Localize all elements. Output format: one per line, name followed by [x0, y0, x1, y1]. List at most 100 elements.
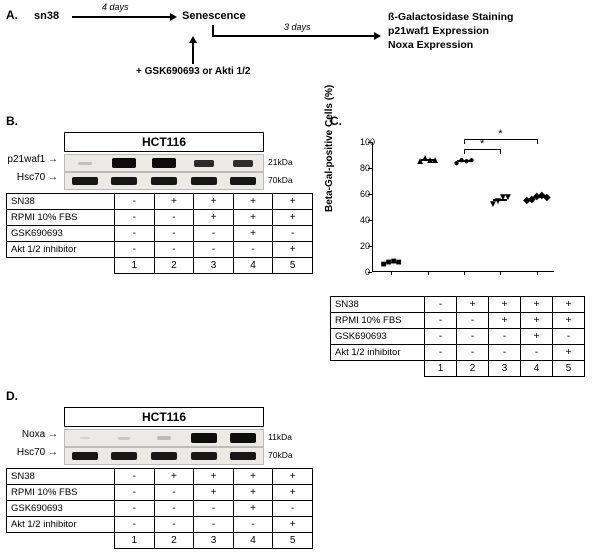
arrow-icon: →: [48, 154, 58, 165]
condition-cell: +: [273, 485, 313, 501]
condition-row-label: SN38: [331, 297, 425, 313]
condition-cell: +: [273, 469, 313, 485]
gel-band: [152, 158, 176, 168]
gel-lane: [105, 430, 145, 446]
condition-row-label: Akt 1/2 inhibitor: [7, 242, 115, 258]
condition-cell: -: [233, 242, 273, 258]
condition-cell: -: [457, 345, 489, 361]
mw-label: 11kDa: [268, 429, 302, 442]
condition-cell: +: [194, 485, 234, 501]
xtick-mark: [537, 271, 538, 275]
condition-cell: -: [489, 329, 521, 345]
condition-cell: -: [194, 501, 234, 517]
condition-cell: -: [115, 517, 155, 533]
lane-number: 4: [233, 533, 273, 549]
ytick-mark: [368, 194, 372, 195]
condition-cell: -: [425, 329, 457, 345]
data-point: ●: [468, 156, 474, 166]
condition-cell: -: [425, 297, 457, 313]
condition-row-label: Akt 1/2 inhibitor: [7, 517, 115, 533]
ytick-mark: [368, 142, 372, 143]
condition-cell: -: [115, 210, 155, 226]
condition-cell: +: [553, 297, 585, 313]
arrow-icon: →: [48, 172, 58, 183]
lane-number: 4: [233, 258, 273, 274]
readout-3: Noxa Expression: [388, 38, 513, 52]
gel-lane: [184, 430, 224, 446]
sig-tick: [537, 139, 538, 144]
panel-d-title: HCT116: [64, 407, 264, 427]
condition-cell: +: [553, 313, 585, 329]
condition-cell: +: [457, 297, 489, 313]
condition-cell: -: [154, 517, 194, 533]
experiment-diagram: sn38 4 days Senescence 3 days + GSK69069…: [34, 8, 574, 88]
arrow-up-head: [189, 36, 197, 43]
gel-band: [191, 433, 217, 443]
panel-b-gels: p21waf1 →21kDaHsc70 →70kDa: [6, 154, 316, 190]
condition-cell: -: [273, 501, 313, 517]
condition-cell: +: [233, 194, 273, 210]
perturb-label: + GSK690693 or Akti 1/2: [136, 66, 250, 77]
data-point: ■: [396, 258, 402, 268]
lane-number: 5: [553, 361, 585, 377]
gel-band: [78, 162, 92, 165]
condition-cell: +: [233, 226, 273, 242]
node-senescence: Senescence: [182, 10, 246, 22]
node-sn38: sn38: [34, 10, 59, 22]
gel-band: [191, 177, 217, 185]
ytick-mark: [368, 272, 372, 273]
panel-d: D. HCT116 Noxa →11kDaHsc70 →70kDa SN38-+…: [6, 389, 316, 549]
ytick-mark: [368, 220, 372, 221]
condition-cell: -: [553, 329, 585, 345]
mw-label: 21kDa: [268, 154, 302, 167]
panel-b-label: B.: [6, 114, 316, 128]
arrow-2-drop: [212, 25, 214, 35]
blot-label: Noxa →: [6, 429, 60, 440]
gel-band: [151, 452, 177, 460]
gel-band: [157, 436, 171, 440]
gel-row: [64, 447, 264, 465]
xtick-mark: [464, 271, 465, 275]
gel-lane: [65, 155, 105, 171]
condition-cell: +: [154, 469, 194, 485]
condition-cell: -: [115, 242, 155, 258]
gel-lane: [65, 173, 105, 189]
condition-cell: -: [115, 226, 155, 242]
panel-a-label: A.: [6, 8, 24, 22]
arrow-2-label: 3 days: [284, 22, 311, 32]
condition-row-label: GSK690693: [7, 226, 115, 242]
lane-number: 1: [115, 258, 155, 274]
gel-lane: [223, 448, 263, 464]
gel-row: [64, 172, 264, 190]
gel-band: [111, 177, 137, 185]
blot-label: Hsc70 →: [6, 172, 60, 183]
gel-lane: [144, 155, 184, 171]
lane-number: 3: [489, 361, 521, 377]
condition-cell: +: [194, 210, 234, 226]
mw-label: 70kDa: [268, 172, 302, 185]
condition-cell: -: [194, 226, 234, 242]
gel-row: [64, 154, 264, 172]
panel-c-table: SN38-++++RPMI 10% FBS--+++GSK690693---+-…: [330, 296, 590, 377]
sig-tick: [500, 149, 501, 154]
condition-cell: +: [194, 194, 234, 210]
panel-c: C. Beta-Gal-positive Cells (%) ■■■■▲▲▲▲●…: [330, 114, 590, 377]
condition-cell: +: [233, 501, 273, 517]
gel-lane: [184, 173, 224, 189]
readouts: ß-Galactosidase Staining p21waf1 Express…: [388, 10, 513, 53]
ytick-mark: [368, 246, 372, 247]
condition-cell: +: [489, 297, 521, 313]
condition-row-label: RPMI 10% FBS: [7, 210, 115, 226]
gel-band: [230, 177, 256, 185]
data-point: ◆: [543, 193, 551, 203]
condition-cell: -: [115, 194, 155, 210]
gel-lane: [144, 173, 184, 189]
condition-cell: +: [273, 242, 313, 258]
panel-d-table: SN38-++++RPMI 10% FBS--+++GSK690693---+-…: [6, 468, 316, 549]
gel-band: [72, 177, 98, 185]
arrow-up-line: [192, 42, 194, 64]
panel-d-gels: Noxa →11kDaHsc70 →70kDa: [6, 429, 316, 465]
condition-cell: +: [194, 469, 234, 485]
arrow-icon: →: [48, 429, 58, 440]
condition-cell: +: [273, 194, 313, 210]
